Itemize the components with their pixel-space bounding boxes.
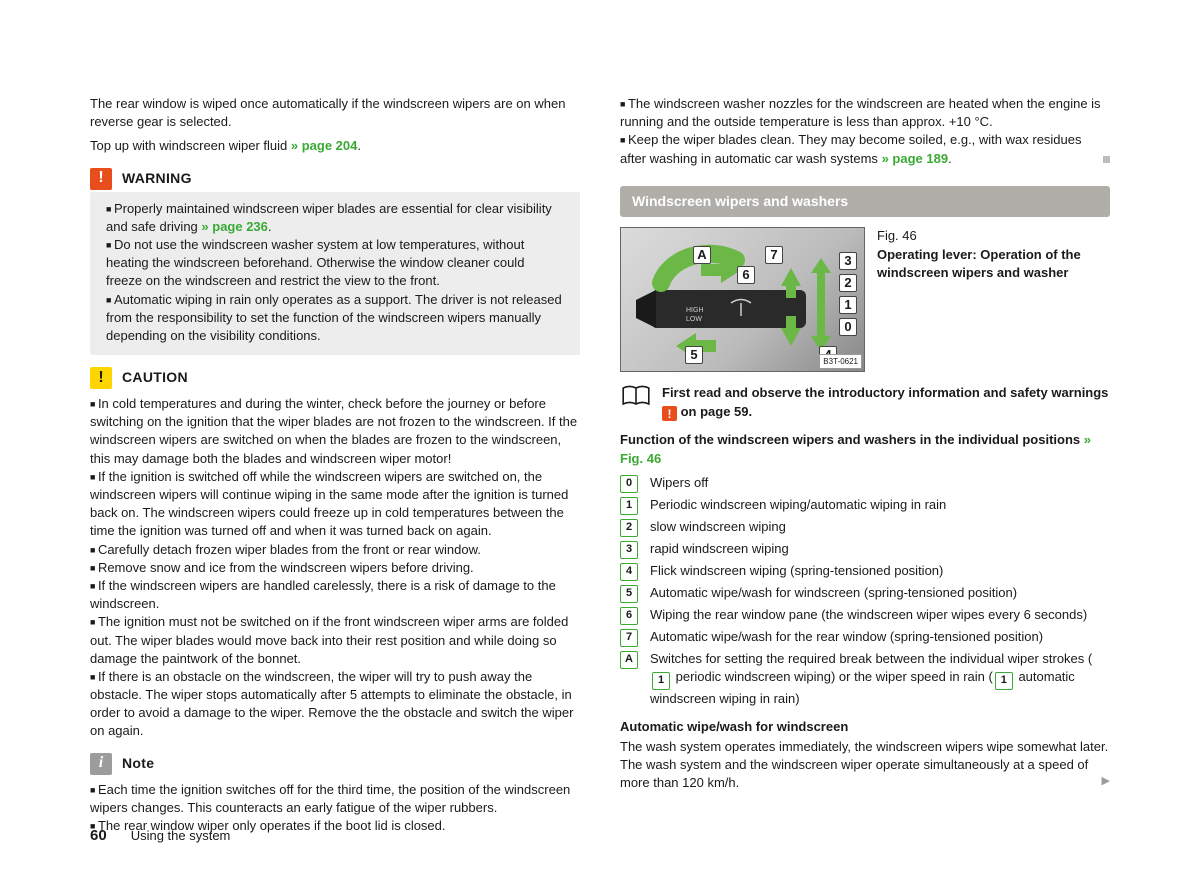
pos-a: A [620, 651, 638, 669]
right-column: The windscreen washer nozzles for the wi… [620, 95, 1110, 835]
inline-pos-1b: 1 [995, 672, 1013, 690]
caution-item: If the ignition is switched off while th… [90, 468, 580, 541]
position-row: 4Flick windscreen wiping (spring-tension… [620, 562, 1110, 581]
fig-label-3: 3 [839, 252, 857, 270]
position-row: 3rapid windscreen wiping [620, 540, 1110, 559]
note-item: Each time the ignition switches off for … [90, 781, 580, 817]
page-footer: 60 Using the system [90, 825, 230, 846]
warning-title: WARNING [122, 169, 192, 189]
position-row: 1Periodic windscreen wiping/automatic wi… [620, 496, 1110, 515]
fig-label-a: A [693, 246, 711, 264]
book-icon [620, 384, 652, 413]
position-row-a: A Switches for setting the required brea… [620, 650, 1110, 708]
figure-row: HIGH LOW A 7 6 3 2 1 0 4 5 B3T-0621 Fig.… [620, 227, 1110, 372]
page-236-link[interactable]: » page 236 [201, 219, 268, 234]
top-item: The windscreen washer nozzles for the wi… [620, 95, 1110, 131]
note-header: i Note [90, 753, 580, 775]
caution-icon: ! [90, 367, 112, 389]
top-item: Keep the wiper blades clean. They may be… [620, 131, 1110, 167]
caution-item: Carefully detach frozen wiper blades fro… [90, 541, 580, 559]
inline-warning-icon: ! [662, 406, 677, 421]
warning-item: Do not use the windscreen washer system … [106, 236, 564, 291]
position-row: 7Automatic wipe/wash for the rear window… [620, 628, 1110, 647]
continue-arrow-icon: ▶ [1102, 774, 1110, 789]
position-row: 0Wipers off [620, 474, 1110, 493]
position-list: 0Wipers off 1Periodic windscreen wiping/… [620, 474, 1110, 708]
page-204-link[interactable]: » page 204 [291, 138, 358, 153]
caution-item: If there is an obstacle on the windscree… [90, 668, 580, 741]
caution-title: CAUTION [122, 368, 188, 388]
note-icon: i [90, 753, 112, 775]
caution-item: Remove snow and ice from the windscreen … [90, 559, 580, 577]
note-title: Note [122, 754, 154, 774]
page-number: 60 [90, 825, 107, 846]
caution-item: In cold temperatures and during the wint… [90, 395, 580, 468]
fig-label-5: 5 [685, 346, 703, 364]
top-list: The windscreen washer nozzles for the wi… [620, 95, 1110, 168]
read-first-text: First read and observe the introductory … [662, 384, 1110, 421]
warning-item: Automatic wiping in rain only operates a… [106, 291, 564, 346]
caution-list: In cold temperatures and during the wint… [90, 395, 580, 741]
fig-label-2: 2 [839, 274, 857, 292]
pos-2: 2 [620, 519, 638, 537]
inline-pos-1: 1 [652, 672, 670, 690]
svg-text:LOW: LOW [686, 316, 702, 323]
function-heading: Function of the windscreen wipers and wa… [620, 431, 1110, 467]
pos-1: 1 [620, 497, 638, 515]
read-first-row: First read and observe the introductory … [620, 384, 1110, 421]
position-row: 6Wiping the rear window pane (the windsc… [620, 606, 1110, 625]
page-189-link[interactable]: » page 189 [882, 151, 949, 166]
pos-0: 0 [620, 475, 638, 493]
pos-6: 6 [620, 607, 638, 625]
svg-text:HIGH: HIGH [686, 307, 704, 314]
warning-item: Properly maintained windscreen wiper bla… [106, 200, 564, 236]
pos-a-text: Switches for setting the required break … [650, 650, 1110, 708]
pos-7: 7 [620, 629, 638, 647]
caution-item: The ignition must not be switched on if … [90, 613, 580, 668]
caution-header: ! CAUTION [90, 367, 580, 389]
section-end-icon [1103, 156, 1110, 163]
left-column: The rear window is wiped once automatica… [90, 95, 580, 835]
figure-code: B3T-0621 [819, 354, 862, 369]
fig-label-0: 0 [839, 318, 857, 336]
section-title: Windscreen wipers and washers [620, 186, 1110, 218]
auto-wash-text: The wash system operates immediately, th… [620, 738, 1110, 793]
pos-4: 4 [620, 563, 638, 581]
warning-header: ! WARNING [90, 168, 580, 190]
figure-caption: Fig. 46 Operating lever: Operation of th… [877, 227, 1110, 372]
footer-section: Using the system [131, 827, 231, 845]
fig-label-7: 7 [765, 246, 783, 264]
caution-item: If the windscreen wipers are handled car… [90, 577, 580, 613]
intro-paragraph-2: Top up with windscreen wiper fluid » pag… [90, 137, 580, 155]
fig-label-6: 6 [737, 266, 755, 284]
auto-wash-heading: Automatic wipe/wash for windscreen [620, 718, 1110, 736]
pos-5: 5 [620, 585, 638, 603]
page-content: The rear window is wiped once automatica… [90, 95, 1110, 835]
warning-icon: ! [90, 168, 112, 190]
warning-box: Properly maintained windscreen wiper bla… [90, 192, 580, 356]
figure-46-image: HIGH LOW A 7 6 3 2 1 0 4 5 B3T-0621 [620, 227, 865, 372]
position-row: 2slow windscreen wiping [620, 518, 1110, 537]
position-row: 5Automatic wipe/wash for windscreen (spr… [620, 584, 1110, 603]
fig-label-1: 1 [839, 296, 857, 314]
pos-3: 3 [620, 541, 638, 559]
intro-paragraph-1: The rear window is wiped once automatica… [90, 95, 580, 131]
